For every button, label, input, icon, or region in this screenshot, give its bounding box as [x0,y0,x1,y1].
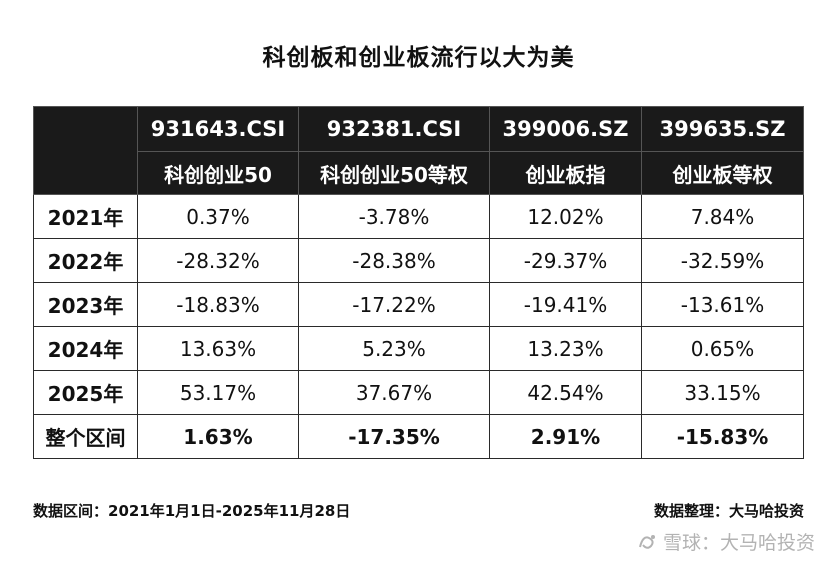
table-cell: -3.78% [298,194,490,239]
source-note: 数据整理：大马哈投资 [653,502,804,520]
table-cell: 5.23% [298,326,490,371]
row-label: 2022年 [33,238,138,283]
table-cell: 0.37% [137,194,299,239]
page-title: 科创板和创业板流行以大为美 [262,45,575,71]
column-name: 创业板指 [489,151,642,195]
table-cell: 42.54% [489,370,642,415]
table-cell: -17.22% [298,282,490,327]
table-cell: 7.84% [641,194,804,239]
table-row: 2024年 13.63% 5.23% 13.23% 0.65% [33,326,804,371]
row-label: 2024年 [33,326,138,371]
row-label: 2023年 [33,282,138,327]
table-cell: 13.63% [137,326,299,371]
table-row: 2023年 -18.83% -17.22% -19.41% -13.61% [33,282,804,327]
table-cell: -13.61% [641,282,804,327]
header-name-row: 科创创业50 科创创业50等权 创业板指 创业板等权 [34,151,804,195]
table-cell: -19.41% [489,282,642,327]
column-code: 399006.SZ [489,106,642,152]
row-label: 整个区间 [33,414,138,459]
column-name: 科创创业50 [137,151,299,195]
column-name: 创业板等权 [641,151,804,195]
table-row-total: 整个区间 1.63% -17.35% 2.91% -15.83% [33,414,804,459]
table-cell: -17.35% [298,414,490,459]
table-cell: -28.38% [298,238,490,283]
table-cell: -32.59% [641,238,804,283]
column-code: 932381.CSI [298,106,490,152]
table-cell: -28.32% [137,238,299,283]
column-code: 931643.CSI [137,106,299,152]
returns-table: 931643.CSI 932381.CSI 399006.SZ 399635.S… [33,106,804,459]
table-cell: 0.65% [641,326,804,371]
table-cell: 13.23% [489,326,642,371]
column-code: 399635.SZ [641,106,804,152]
table-cell: 2.91% [489,414,642,459]
header-code-row: 931643.CSI 932381.CSI 399006.SZ 399635.S… [33,106,804,195]
snowball-logo-icon [639,534,655,549]
column-name: 科创创业50等权 [298,151,490,195]
row-label: 2021年 [33,194,138,239]
table-row: 2022年 -28.32% -28.38% -29.37% -32.59% [33,238,804,283]
table-cell: -15.83% [641,414,804,459]
row-label: 2025年 [33,370,138,415]
table-cell: 1.63% [137,414,299,459]
table-cell: 33.15% [641,370,804,415]
table-cell: 37.67% [298,370,490,415]
watermark-text: 雪球：大马哈投资 [662,532,815,554]
table-row: 2021年 0.37% -3.78% 12.02% 7.84% [33,194,804,239]
table-cell: -18.83% [137,282,299,327]
date-range-note: 数据区间：2021年1月1日-2025年11月28日 [33,502,351,520]
table-cell: 53.17% [137,370,299,415]
table-row: 2025年 53.17% 37.67% 42.54% 33.15% [33,370,804,415]
header-corner [33,106,138,195]
table-cell: 12.02% [489,194,642,239]
table-cell: -29.37% [489,238,642,283]
watermark: 雪球：大马哈投资 [637,528,815,555]
